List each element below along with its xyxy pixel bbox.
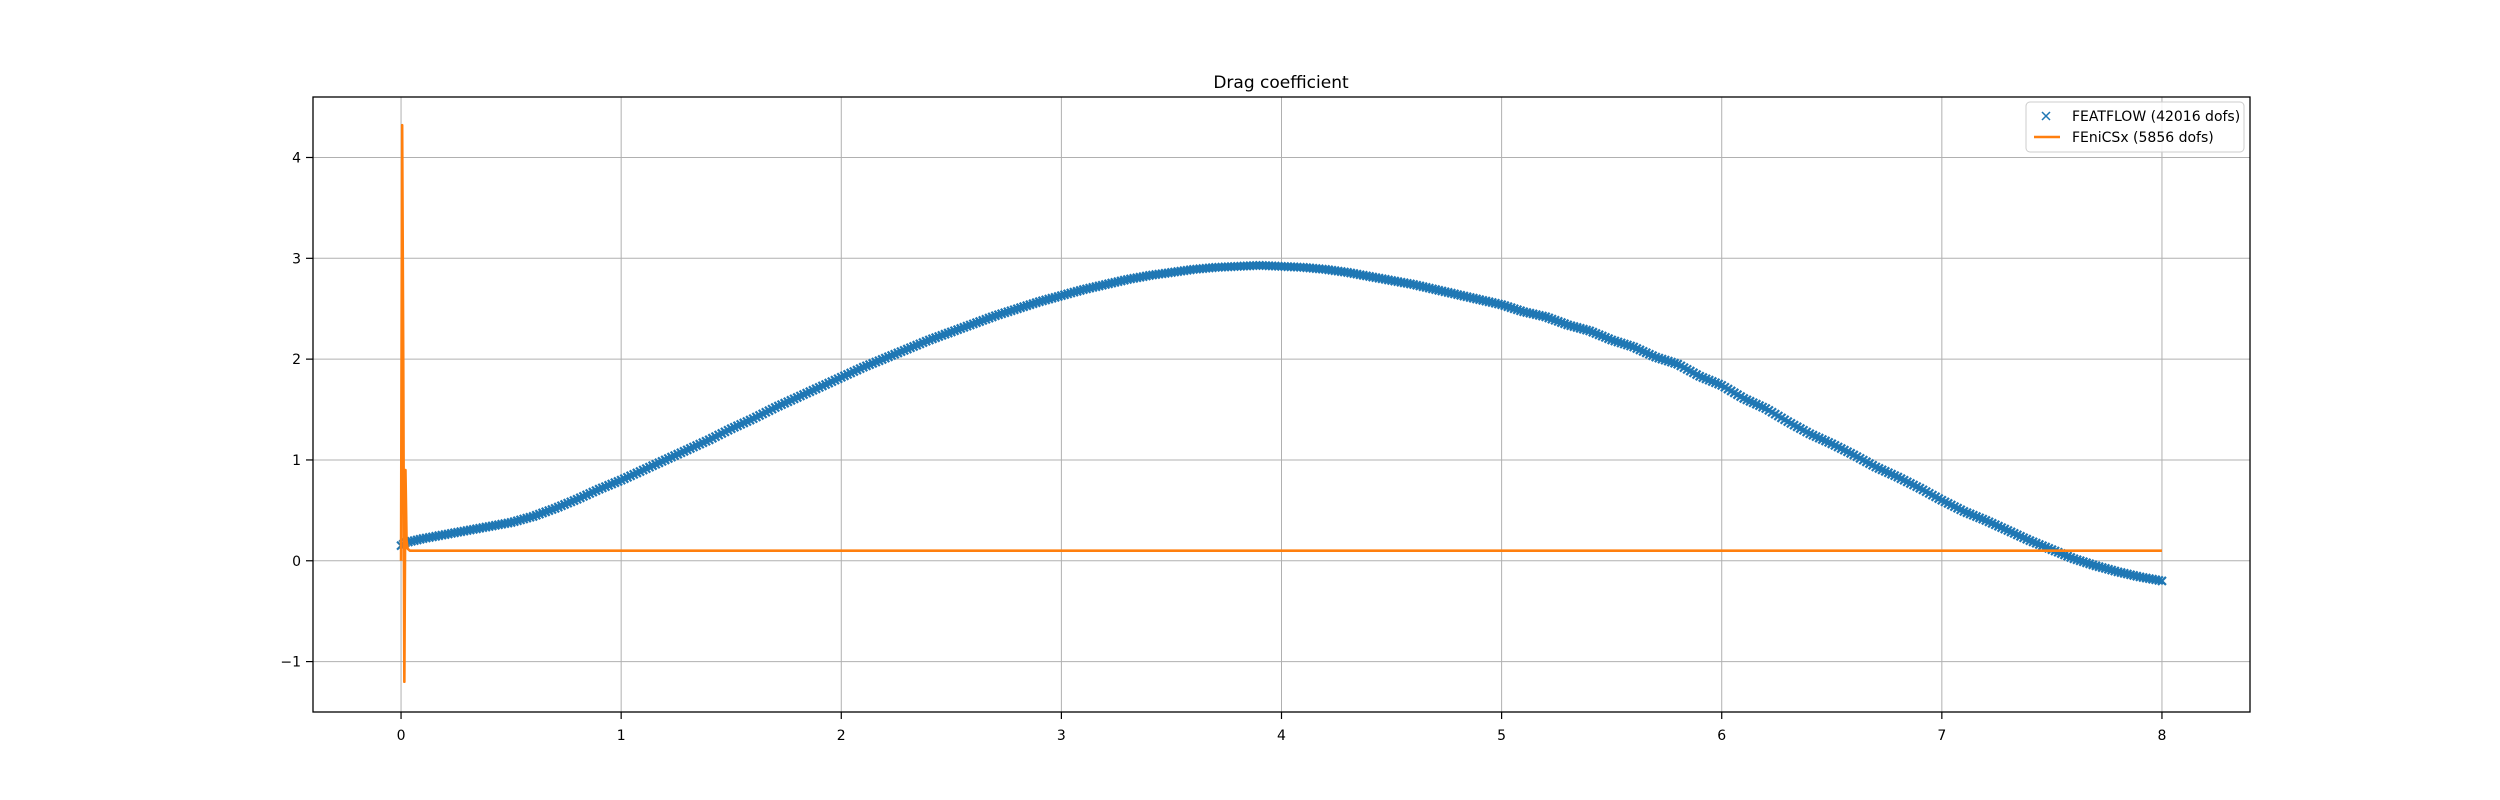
grid-lines [313,97,2250,712]
axis-ticks: 0 1 2 3 4 5 6 7 8 −1 0 1 2 3 4 [280,150,2166,744]
legend-box [2025,101,2245,153]
y-tick-label: −1 [280,655,301,671]
x-tick-label: 6 [1717,728,1726,744]
data-point-marker [2157,576,2167,586]
legend-label: FEniCSx (5856 dofs) [2072,130,2214,146]
legend-label: FEATFLOW (42016 dofs) [2072,109,2240,125]
x-tick-label: 8 [2157,728,2166,744]
y-tick-label: 0 [292,554,301,570]
x-tick-label: 2 [837,728,846,744]
x-tick-label: 1 [617,728,626,744]
x-tick-label: 0 [397,728,406,744]
y-tick-label: 2 [292,352,301,368]
plot-series [396,123,2167,684]
x-tick-label: 3 [1057,728,1066,744]
y-tick-label: 3 [292,251,301,267]
x-tick-label: 4 [1277,728,1286,744]
series-line [399,123,2162,684]
series-1 [399,123,2162,684]
legend-marker-x [2041,111,2051,121]
data-point-marker [2154,575,2164,586]
chart-title: Drag coefficient [1213,73,1349,93]
legend: FEATFLOW (42016 dofs) FEniCSx (5856 dofs) [2025,101,2245,153]
y-tick-label: 1 [292,453,301,469]
x-tick-label: 5 [1497,728,1506,744]
y-tick-label: 4 [292,150,301,166]
x-tick-label: 7 [1937,728,1946,744]
